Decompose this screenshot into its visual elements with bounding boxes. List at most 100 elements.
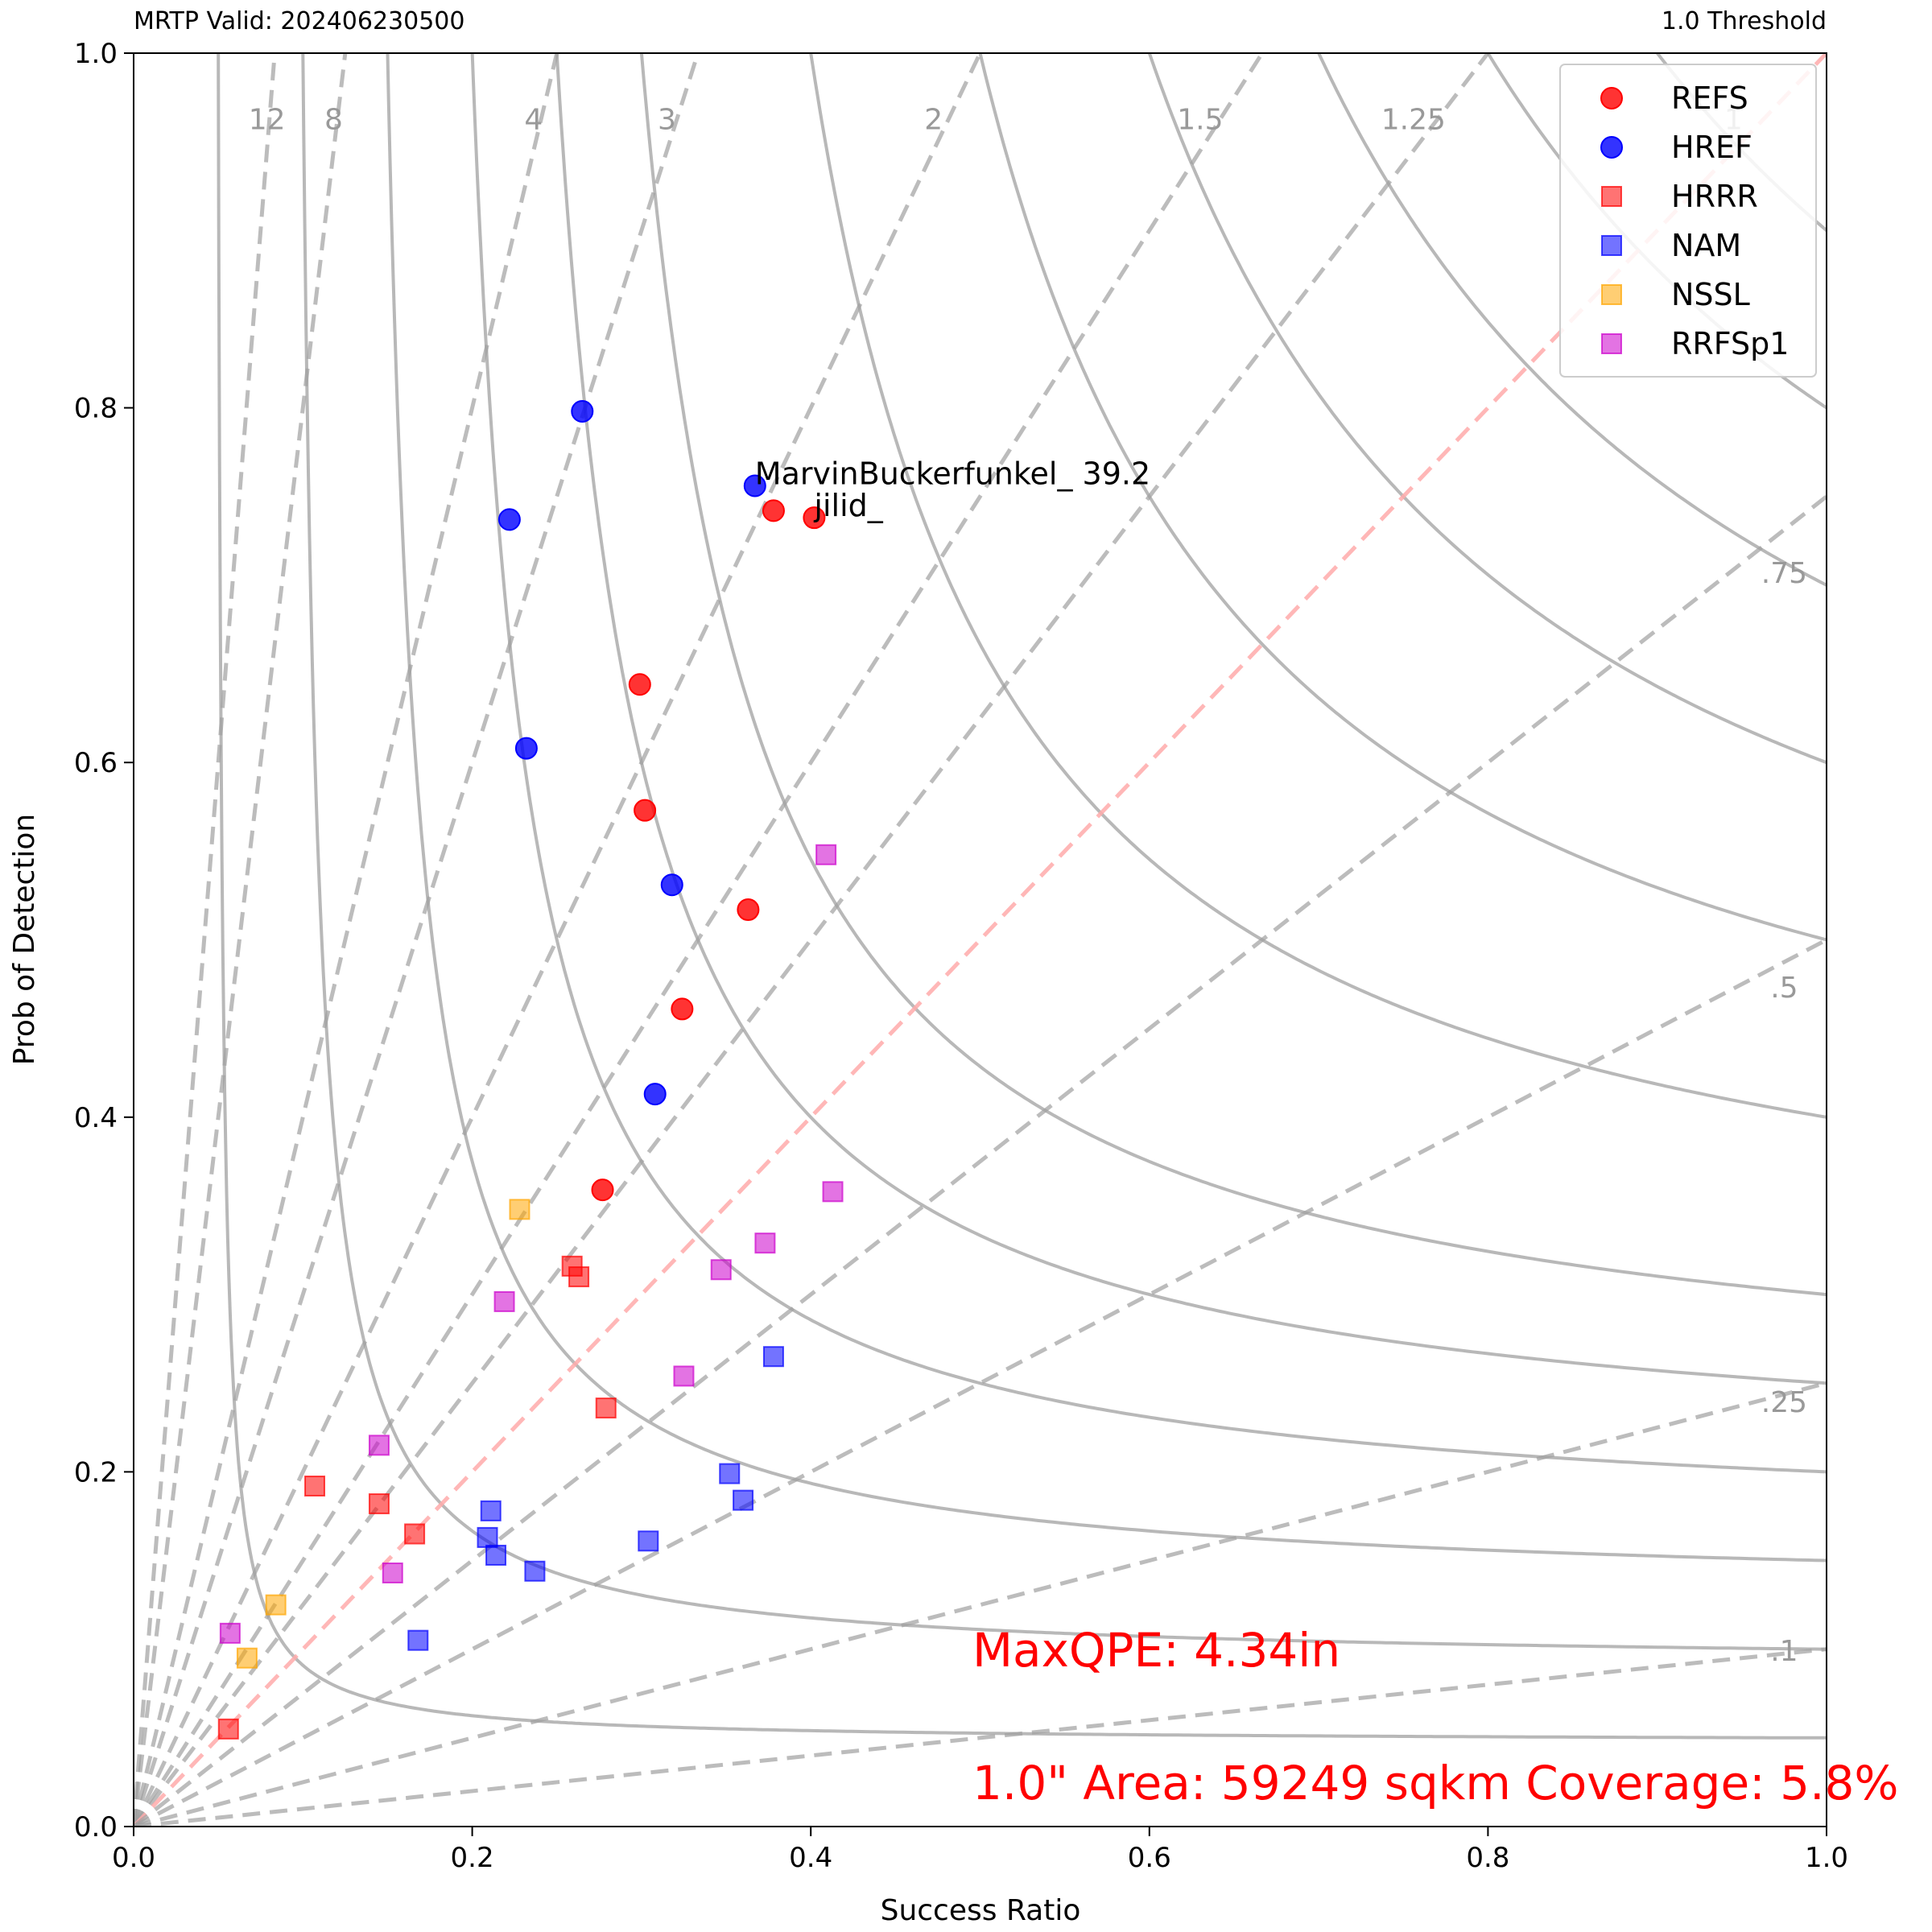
y-axis-label: Prob of Detection — [8, 814, 41, 1065]
point-href — [660, 873, 683, 897]
csi-contour — [555, 53, 1827, 1385]
csi-contour — [470, 53, 1827, 1474]
point-nam — [638, 1530, 659, 1552]
point-hrrr — [568, 1266, 590, 1288]
valid-time-label: MRTP Valid: 202406230500 — [134, 7, 464, 35]
csi-contours — [217, 53, 1827, 1740]
legend-label-refs: REFS — [1671, 80, 1748, 116]
legend-label-nssl: NSSL — [1671, 277, 1750, 312]
x-tick-label: 1.0 — [1805, 1842, 1848, 1874]
bias-line — [134, 53, 348, 1827]
legend-box — [1559, 64, 1817, 378]
point-href — [571, 400, 594, 423]
point-refs — [591, 1179, 614, 1202]
plot-frame — [133, 52, 1827, 1827]
legend-label-hrrr: HRRR — [1671, 179, 1758, 214]
point-nam — [733, 1489, 754, 1511]
point-rrfsp1 — [493, 1290, 515, 1312]
point-rrfsp1 — [710, 1259, 732, 1281]
point-nssl — [265, 1594, 287, 1616]
point-nam — [524, 1560, 546, 1582]
y-tick-label: 0.0 — [74, 1811, 118, 1843]
max-qpe-text: MaxQPE: 4.34in — [972, 1623, 1340, 1678]
point-hrrr — [404, 1523, 426, 1545]
point-href — [643, 1083, 667, 1106]
legend-label-nam: NAM — [1671, 228, 1741, 263]
point-annotation: MarvinBuckerfunkel_ 39.2 — [755, 456, 1150, 492]
bias-line — [134, 53, 700, 1827]
point-rrfsp1 — [822, 1181, 844, 1203]
bias-line — [134, 493, 1827, 1827]
point-nam — [485, 1544, 507, 1566]
point-hrrr — [368, 1493, 390, 1515]
bias-line — [134, 53, 559, 1827]
bias-line — [134, 53, 1491, 1827]
bias-line — [134, 53, 1265, 1827]
point-refs — [634, 799, 657, 822]
y-tick-label: 0.8 — [74, 393, 118, 425]
x-tick-label: 0.8 — [1466, 1842, 1509, 1874]
point-nam — [477, 1526, 498, 1548]
bias-label: .25 — [1761, 1386, 1807, 1419]
y-tick-label: 0.4 — [74, 1102, 118, 1134]
bias-label: 1.5 — [1177, 104, 1223, 137]
bias-label: 8 — [324, 104, 343, 137]
bias-label: 2 — [924, 104, 943, 137]
bias-lines — [134, 53, 1827, 1827]
point-nssl — [236, 1647, 258, 1669]
csi-contour — [217, 53, 1827, 1740]
point-rrfsp1 — [815, 844, 837, 865]
csi-contour — [1147, 53, 1827, 765]
point-nam — [719, 1463, 741, 1484]
data-points — [217, 400, 844, 1740]
y-tick-label: 0.2 — [74, 1456, 118, 1488]
point-refs — [737, 898, 760, 922]
bias-label: 3 — [658, 104, 676, 137]
point-rrfsp1 — [754, 1232, 776, 1254]
bias-line — [134, 53, 277, 1827]
area-coverage-text: 1.0" Area: 59249 sqkm Coverage: 5.8% — [972, 1756, 1899, 1810]
csi-contour — [978, 53, 1827, 942]
point-href — [497, 508, 521, 531]
legend: REFS HREF HRRR NAM NSSL RRFSp1 — [1559, 64, 1817, 378]
point-nam — [762, 1346, 784, 1368]
legend-label-href: HREF — [1671, 130, 1752, 165]
point-href — [514, 737, 538, 760]
point-rrfsp1 — [368, 1435, 390, 1456]
y-tick-label: 1.0 — [74, 38, 118, 70]
csi-contour — [639, 53, 1827, 1297]
legend-marker-rrfsp1 — [1601, 333, 1622, 354]
legend-marker-nam — [1601, 235, 1622, 256]
x-tick-label: 0.0 — [112, 1842, 155, 1874]
point-rrfsp1 — [219, 1622, 241, 1644]
x-tick-label: 0.4 — [789, 1842, 832, 1874]
axis-ticks: 0.0 0.2 0.4 0.6 0.8 1.0 0.0 0.2 0.4 0.6 0.8 1.0 — [74, 38, 1848, 1874]
point-hrrr — [595, 1397, 617, 1419]
legend-marker-hrrr — [1601, 186, 1622, 207]
point-hrrr — [217, 1718, 239, 1740]
point-nam — [480, 1500, 502, 1521]
bias-line — [134, 1647, 1827, 1827]
bias-label: .75 — [1761, 557, 1807, 590]
x-axis-label: Success Ratio — [881, 1894, 1081, 1927]
y-tick-label: 0.6 — [74, 747, 118, 779]
point-refs — [671, 997, 694, 1021]
csi-contour — [1316, 53, 1827, 587]
threshold-label: 1.0 Threshold — [1662, 7, 1827, 35]
point-refs — [762, 499, 785, 522]
x-tick-label: 0.2 — [451, 1842, 494, 1874]
bias-label: 12 — [249, 104, 286, 137]
bias-line — [134, 53, 983, 1827]
point-rrfsp1 — [673, 1365, 695, 1387]
bias-label: .5 — [1770, 972, 1798, 1005]
bias-label: 1.25 — [1381, 104, 1446, 137]
csi-contour — [301, 53, 1827, 1651]
bias-line — [134, 937, 1827, 1827]
point-refs — [803, 506, 826, 530]
point-nssl — [509, 1199, 530, 1220]
point-annotation: jilid_ — [813, 488, 883, 523]
legend-marker-href — [1600, 136, 1623, 159]
legend-marker-nssl — [1601, 284, 1622, 305]
